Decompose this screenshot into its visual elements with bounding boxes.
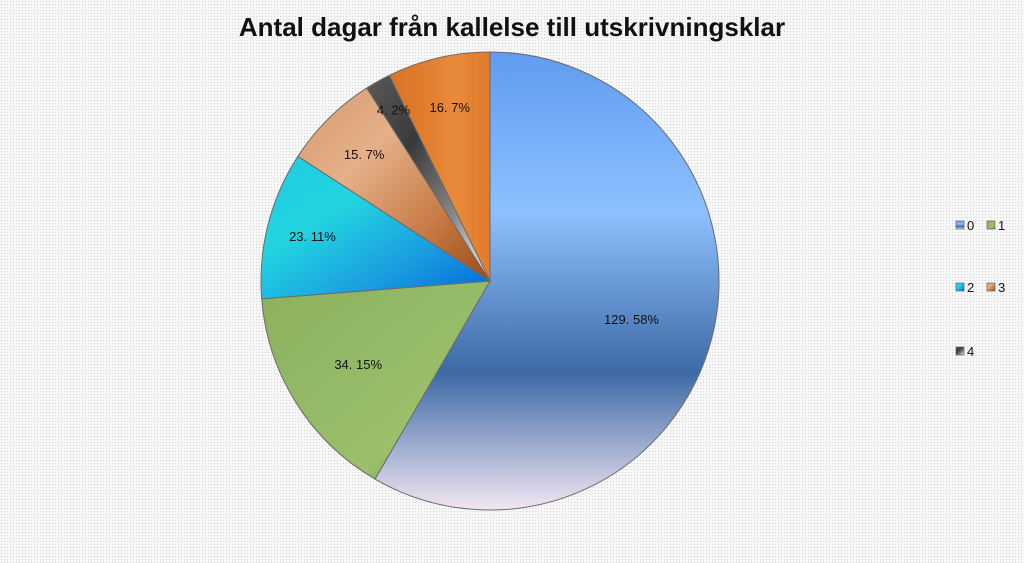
data-label-0: 129. 58% — [604, 312, 659, 327]
legend-swatch-1 — [986, 220, 996, 230]
data-label-unlabeled: 16. 7% — [429, 100, 470, 115]
legend-label-1: 1 — [998, 218, 1005, 233]
legend-label-3: 3 — [998, 280, 1005, 295]
pie-slice-0 — [374, 51, 720, 511]
legend-swatch-0 — [955, 220, 965, 230]
legend: 0 1 2 3 4 — [955, 218, 1005, 359]
chart-title: Antal dagar från kallelse till utskrivni… — [238, 12, 786, 42]
data-labels: 129. 58% 34. 15% 23. 11% 15. 7% 4. 2% 16. 7% — [289, 100, 659, 372]
data-label-3: 15. 7% — [344, 147, 385, 162]
legend-label-0: 0 — [967, 218, 974, 233]
legend-label-4: 4 — [967, 344, 974, 359]
legend-swatch-3 — [986, 282, 996, 292]
pie-slices — [260, 51, 720, 511]
legend-swatch-2 — [955, 282, 965, 292]
data-label-4: 4. 2% — [377, 102, 411, 117]
pie-slice-1 — [261, 280, 491, 480]
legend-swatch-4 — [955, 346, 965, 356]
data-label-2: 23. 11% — [289, 229, 336, 244]
legend-label-2: 2 — [967, 280, 974, 295]
pie-slice-2 — [260, 155, 492, 300]
pie-slice-unlabeled — [388, 51, 491, 282]
data-label-1: 34. 15% — [334, 357, 382, 372]
